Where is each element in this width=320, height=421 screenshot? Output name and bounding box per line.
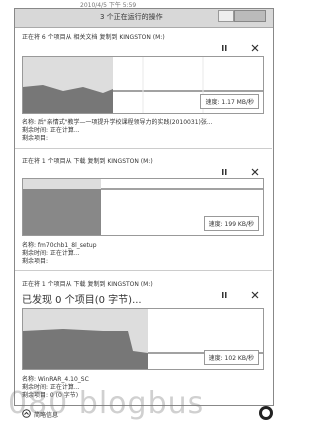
toggle-icon[interactable] xyxy=(22,409,31,418)
op-header: 正在将 6 个项目从 相关文档 复制到 KINGSTON (M:) xyxy=(22,32,165,41)
op-controls[interactable] xyxy=(218,291,262,299)
progress-graph: 速度: 199 KB/秒 xyxy=(22,178,264,236)
progress-graph: 速度: 1.17 MB/秒 xyxy=(22,56,264,114)
items-left: 剩余项目: xyxy=(22,256,48,265)
op-header: 正在将 1 个项目从 下载 复制到 KINGSTON (M:) xyxy=(22,279,153,288)
details-toggle[interactable]: 简略信息 xyxy=(34,410,58,419)
op-controls[interactable] xyxy=(218,168,262,176)
op-controls[interactable] xyxy=(218,44,262,52)
progress-graph: 速度: 102 KB/秒 xyxy=(22,308,264,370)
separator xyxy=(15,270,272,271)
op-header: 正在将 1 个项目从 下载 复制到 KINGSTON (M:) xyxy=(22,156,153,165)
window-title: 3 个正在运行的操作 xyxy=(100,12,163,22)
op-status: 已发现 0 个项目(0 字节)... xyxy=(22,291,142,306)
close-window-button[interactable] xyxy=(234,10,266,22)
speed-label: 速度: 102 KB/秒 xyxy=(204,350,259,365)
speed-label: 速度: 1.17 MB/秒 xyxy=(200,94,259,109)
minimize-button[interactable] xyxy=(218,10,234,22)
page: 2010/4/5 下午 5:59 3 个正在运行的操作 正在将 6 个项目从 相… xyxy=(0,0,277,421)
logo-badge xyxy=(258,405,274,421)
separator xyxy=(15,148,272,149)
items-left: 剩余项目: xyxy=(22,133,48,142)
speed-label: 速度: 199 KB/秒 xyxy=(204,216,259,231)
